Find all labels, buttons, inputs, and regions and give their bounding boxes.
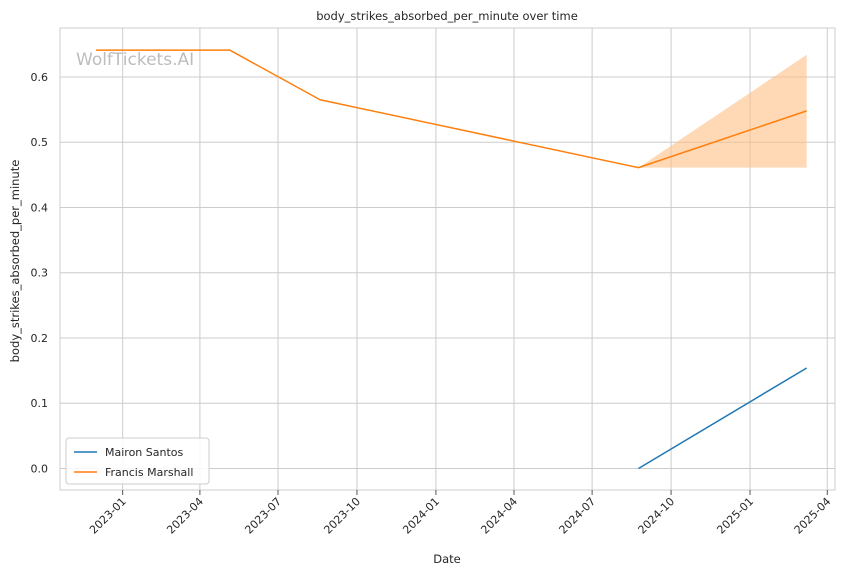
chart-title: body_strikes_absorbed_per_minute over ti… [316,9,578,23]
y-tick-label: 0.3 [31,267,49,280]
y-tick-label: 0.2 [31,332,49,345]
y-tick-label: 0.0 [31,462,49,475]
confidence-band-francis-marshall [638,54,807,168]
series-lines [96,49,808,470]
plot-frame [59,27,836,491]
y-tick-label: 0.6 [31,71,49,84]
y-tick-label: 0.5 [31,136,49,149]
legend-box [65,437,210,485]
watermark: WolfTickets.AI [76,50,194,70]
x-axis-label: Date [433,552,461,566]
series-line-mairon-santos [638,367,808,470]
confidence-band-layer [638,54,807,168]
legend: Mairon Santos Francis Marshall [65,437,210,485]
y-axis-label: body_strikes_absorbed_per_minute [8,160,22,363]
y-tick-label: 0.1 [31,397,49,410]
legend-label-francis-marshall: Francis Marshall [105,466,193,479]
y-tick-label: 0.4 [31,201,49,214]
series-line-francis-marshall [96,49,807,169]
legend-label-mairon-santos: Mairon Santos [105,446,184,459]
y-axis-ticks: 0.0 0.1 0.2 0.3 0.4 0.5 0.6 [31,71,49,476]
